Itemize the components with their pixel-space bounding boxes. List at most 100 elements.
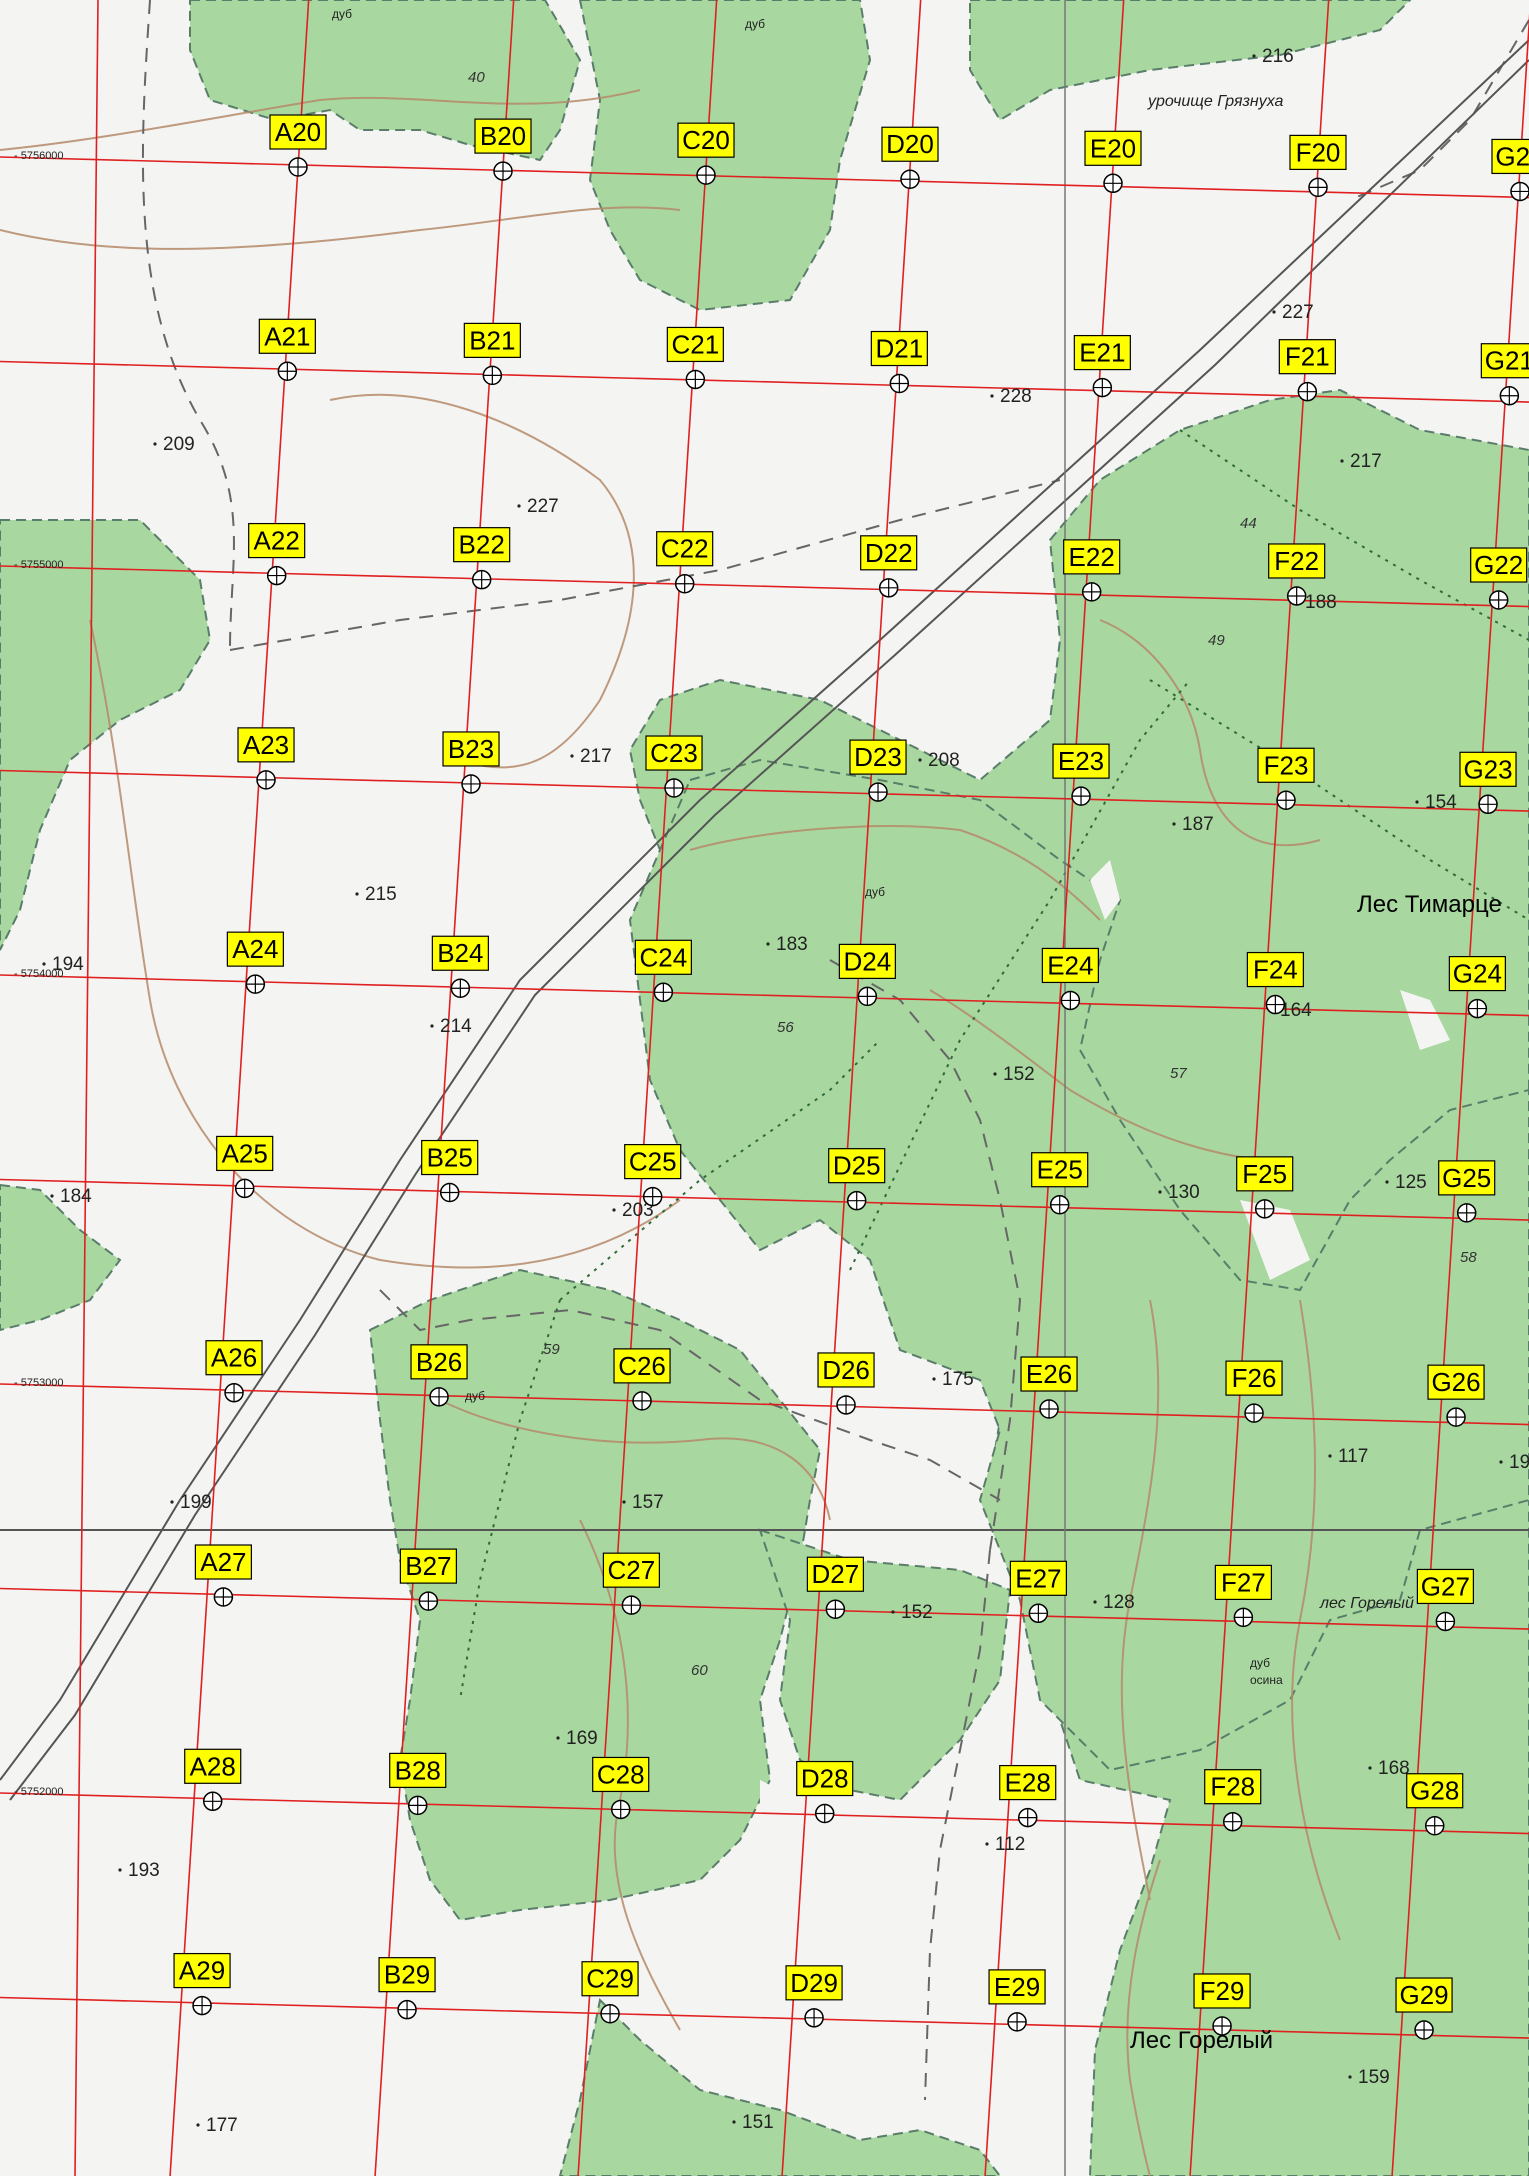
grid-marker-E21[interactable]: E21 [1073, 334, 1131, 398]
grid-marker-B22[interactable]: B22 [453, 527, 511, 590]
grid-label-text: D27 [812, 1559, 860, 1589]
grid-label-text: E27 [1015, 1563, 1061, 1593]
grid-marker-B21[interactable]: B21 [463, 322, 521, 386]
grid-marker-A28[interactable]: A28 [184, 1748, 242, 1812]
grid-marker-G24[interactable]: G24 [1448, 955, 1506, 1019]
grid-label-box [463, 322, 521, 358]
grid-marker-F28[interactable]: F28 [1204, 1769, 1262, 1832]
elevation-154: 154 [1415, 792, 1457, 813]
grid-marker-F26[interactable]: F26 [1225, 1360, 1283, 1423]
grid-marker-D22[interactable]: D22 [860, 535, 918, 598]
grid-marker-F22[interactable]: F22 [1268, 543, 1326, 606]
grid-label-box [656, 531, 714, 567]
grid-marker-B28[interactable]: B28 [389, 1752, 447, 1816]
grid-marker-D25[interactable]: D25 [828, 1148, 886, 1211]
grid-marker-G25[interactable]: G25 [1438, 1160, 1496, 1223]
elevation-value: 215 [365, 884, 397, 905]
grid-marker-D24[interactable]: D24 [838, 943, 896, 1007]
grid-label-text: B28 [395, 1755, 441, 1785]
grid-marker-B23[interactable]: B23 [442, 731, 500, 794]
grid-marker-E29[interactable]: E29 [988, 1969, 1046, 2032]
boundary-2 [559, 1039, 881, 1301]
grid-marker-D28[interactable]: D28 [796, 1760, 854, 1824]
grid-marker-B29[interactable]: B29 [378, 1957, 436, 2020]
elevation-dot [153, 442, 157, 446]
grid-marker-E26[interactable]: E26 [1020, 1356, 1078, 1419]
tree-label-0: дуб [332, 7, 352, 21]
grid-marker-E28[interactable]: E28 [999, 1764, 1057, 1828]
grid-marker-F25[interactable]: F25 [1236, 1156, 1294, 1219]
grid-marker-E27[interactable]: E27 [1009, 1560, 1067, 1624]
grid-line-row-22 [0, 565, 1529, 608]
grid-marker-A29[interactable]: A29 [173, 1952, 231, 2016]
grid-marker-C29[interactable]: C29 [581, 1961, 639, 2024]
grid-marker-E23[interactable]: E23 [1052, 743, 1110, 806]
elevation-128: 128 [1093, 1592, 1135, 1613]
grid-marker-G26[interactable]: G26 [1427, 1364, 1485, 1427]
grid-marker-F20[interactable]: F20 [1289, 134, 1347, 198]
grid-marker-C21[interactable]: C21 [666, 326, 724, 390]
elevation-168: 168 [1368, 1758, 1410, 1779]
grid-marker-B27[interactable]: B27 [399, 1548, 457, 1611]
grid-marker-A20[interactable]: A20 [269, 114, 327, 177]
elevation-199: 199 [170, 1492, 212, 1513]
elevation-dot [732, 2120, 736, 2124]
grid-marker-D21[interactable]: D21 [870, 330, 928, 394]
grid-marker-G23[interactable]: G23 [1459, 751, 1517, 815]
grid-marker-E22[interactable]: E22 [1063, 539, 1121, 602]
grid-marker-F23[interactable]: F23 [1257, 747, 1315, 811]
grid-marker-D27[interactable]: D27 [806, 1556, 864, 1619]
grid-marker-B20[interactable]: B20 [474, 118, 532, 181]
grid-marker-G21[interactable]: G21 [1480, 343, 1529, 406]
grid-marker-E24[interactable]: E24 [1041, 947, 1099, 1011]
grid-marker-F29[interactable]: F29 [1193, 1973, 1251, 2036]
grid-marker-G28[interactable]: G28 [1406, 1773, 1464, 1836]
grid-marker-A22[interactable]: A22 [248, 522, 306, 586]
grid-marker-D29[interactable]: D29 [785, 1965, 843, 2028]
grid-marker-D20[interactable]: D20 [881, 126, 939, 189]
grid-marker-B26[interactable]: B26 [410, 1344, 468, 1407]
grid-marker-E25[interactable]: E25 [1031, 1152, 1089, 1215]
grid-marker-A26[interactable]: A26 [205, 1340, 263, 1403]
grid-line-col-B [374, 0, 515, 2176]
grid-marker-E20[interactable]: E20 [1084, 130, 1142, 194]
grid-marker-A27[interactable]: A27 [194, 1544, 252, 1607]
grid-marker-F24[interactable]: F24 [1246, 951, 1304, 1015]
grid-marker-C23[interactable]: C23 [645, 735, 703, 798]
grid-marker-G20[interactable]: G20 [1491, 138, 1529, 202]
contour-lines [0, 89, 1341, 2176]
grid-label-box [881, 126, 939, 162]
grid-marker-C28[interactable]: C28 [592, 1756, 650, 1820]
grid-marker-C22[interactable]: C22 [656, 531, 714, 594]
grid-marker-A21[interactable]: A21 [258, 318, 316, 382]
grid-marker-C24[interactable]: C24 [634, 939, 692, 1003]
grid-marker-C27[interactable]: C27 [602, 1552, 660, 1615]
grid-marker-A23[interactable]: A23 [237, 727, 295, 790]
grid-label-text: D24 [844, 946, 892, 976]
grid-marker-G29[interactable]: G29 [1395, 1977, 1453, 2040]
grid-marker-C20[interactable]: C20 [677, 122, 735, 185]
grid-marker-A25[interactable]: A25 [216, 1135, 274, 1199]
grid-marker-F27[interactable]: F27 [1214, 1564, 1272, 1628]
elevation-dot [990, 394, 994, 398]
grid-marker-B25[interactable]: B25 [421, 1139, 479, 1203]
grid-label-text: C23 [650, 738, 698, 768]
grid-marker-G27[interactable]: G27 [1416, 1568, 1474, 1632]
elevation-117: 117 [1328, 1446, 1368, 1467]
grid-label-text: F27 [1221, 1567, 1266, 1597]
elevation-dot [1385, 1180, 1389, 1184]
grid-marker-C26[interactable]: C26 [613, 1348, 671, 1411]
grid-label-box [1193, 1973, 1251, 2009]
grid-marker-C25[interactable]: C25 [624, 1143, 682, 1207]
grid-label-text: B22 [459, 530, 505, 560]
grid-marker-G22[interactable]: G22 [1470, 547, 1528, 610]
grid-marker-D23[interactable]: D23 [849, 739, 907, 802]
elevation-152: 152 [891, 1602, 933, 1623]
grid-marker-A24[interactable]: A24 [226, 931, 284, 994]
grid-marker-D26[interactable]: D26 [817, 1352, 875, 1415]
grid-marker-B24[interactable]: B24 [431, 935, 489, 998]
grid-label-text: D20 [886, 129, 934, 159]
grid-marker-F21[interactable]: F21 [1278, 339, 1336, 402]
grid-label-text: G21 [1485, 346, 1529, 376]
trail-6 [1349, 19, 1529, 201]
